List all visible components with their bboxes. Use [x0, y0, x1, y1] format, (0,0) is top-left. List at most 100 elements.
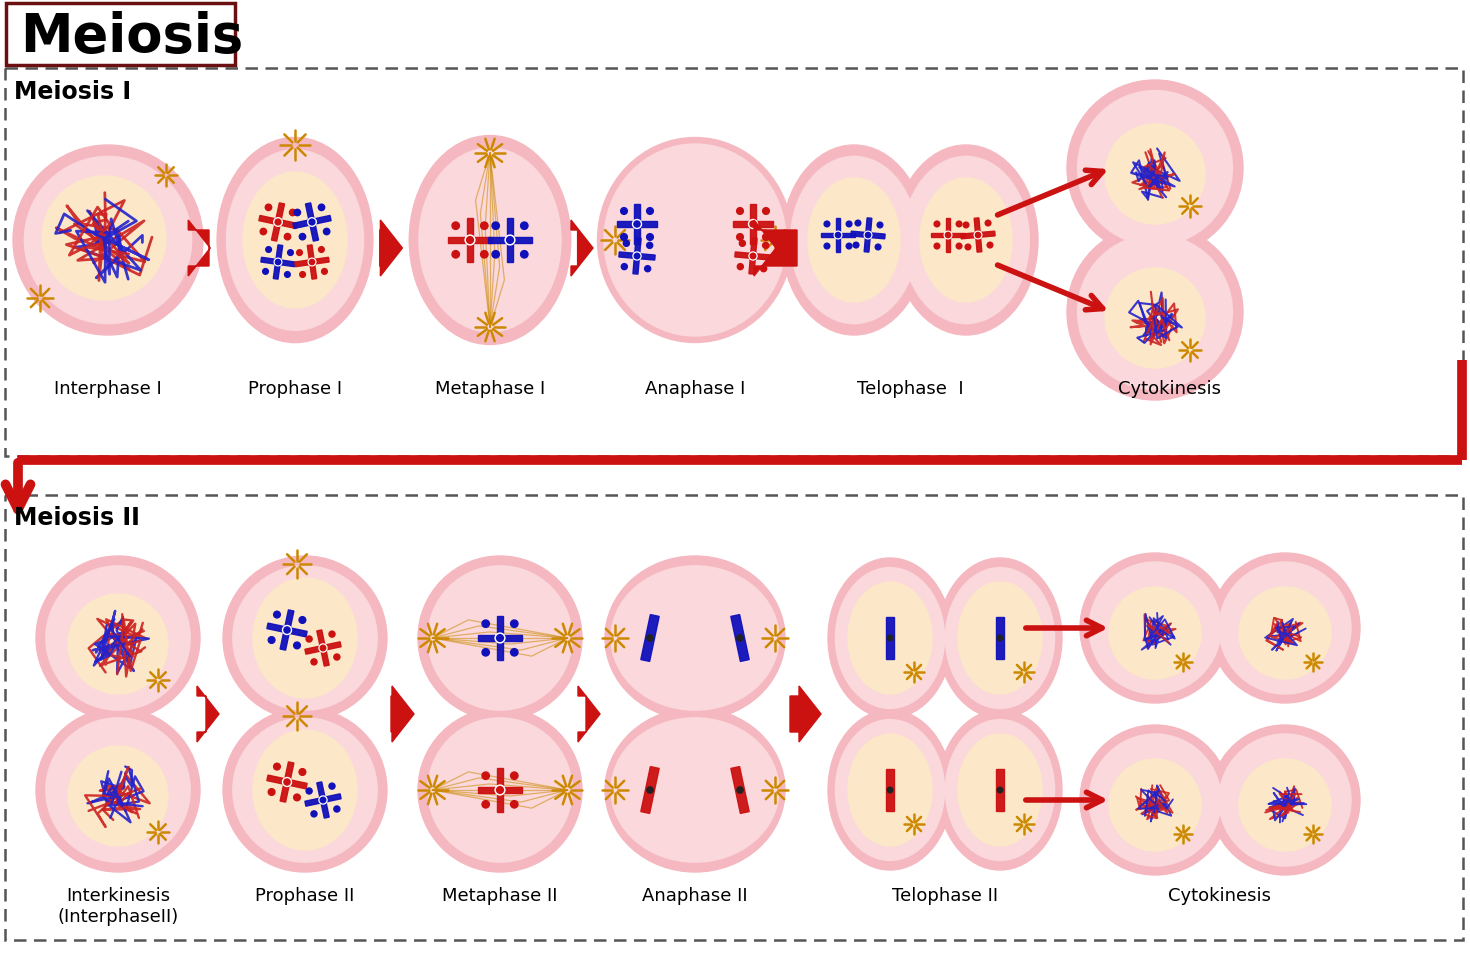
Circle shape	[320, 645, 326, 651]
Polygon shape	[617, 221, 657, 226]
Polygon shape	[835, 218, 841, 252]
Circle shape	[492, 222, 500, 229]
Circle shape	[298, 616, 306, 623]
Circle shape	[290, 210, 295, 216]
Polygon shape	[478, 787, 522, 793]
Text: Meiosis: Meiosis	[21, 11, 243, 63]
Circle shape	[319, 644, 326, 652]
Circle shape	[888, 635, 892, 641]
Ellipse shape	[417, 556, 582, 720]
Polygon shape	[304, 642, 341, 655]
Circle shape	[645, 266, 651, 271]
Polygon shape	[975, 218, 982, 252]
Ellipse shape	[1210, 553, 1360, 703]
Circle shape	[275, 260, 281, 265]
Circle shape	[323, 228, 329, 234]
Circle shape	[632, 220, 641, 228]
Ellipse shape	[1067, 224, 1244, 400]
Ellipse shape	[612, 565, 779, 710]
Ellipse shape	[409, 135, 570, 345]
Polygon shape	[851, 231, 885, 239]
Ellipse shape	[1219, 562, 1351, 694]
Circle shape	[312, 810, 318, 817]
Circle shape	[309, 258, 316, 266]
Circle shape	[260, 228, 266, 234]
Ellipse shape	[1080, 553, 1230, 703]
Text: Interkinesis
(InterphaseII): Interkinesis (InterphaseII)	[57, 887, 179, 926]
Polygon shape	[268, 623, 307, 637]
Polygon shape	[735, 252, 772, 260]
Circle shape	[634, 253, 639, 259]
Polygon shape	[448, 237, 492, 243]
Ellipse shape	[226, 150, 363, 330]
Polygon shape	[997, 617, 1004, 659]
Circle shape	[835, 232, 841, 237]
Circle shape	[320, 797, 326, 803]
Ellipse shape	[1239, 587, 1330, 679]
Circle shape	[510, 649, 517, 656]
Circle shape	[956, 221, 961, 226]
Text: Interphase I: Interphase I	[54, 380, 162, 398]
Ellipse shape	[1219, 734, 1351, 866]
Circle shape	[282, 625, 291, 634]
Ellipse shape	[232, 565, 378, 710]
Ellipse shape	[253, 578, 357, 698]
Circle shape	[760, 266, 767, 271]
Polygon shape	[731, 614, 750, 662]
Ellipse shape	[606, 708, 785, 872]
Circle shape	[506, 235, 514, 245]
Text: Telophase II: Telophase II	[892, 887, 998, 905]
Circle shape	[763, 208, 769, 215]
Polygon shape	[619, 252, 656, 260]
Text: Metaphase I: Metaphase I	[435, 380, 545, 398]
Circle shape	[864, 231, 872, 239]
Circle shape	[956, 243, 961, 249]
Polygon shape	[295, 258, 329, 267]
Circle shape	[497, 635, 503, 641]
Polygon shape	[507, 218, 513, 262]
Circle shape	[748, 220, 757, 228]
Circle shape	[275, 220, 281, 225]
Polygon shape	[886, 617, 894, 659]
Circle shape	[329, 631, 335, 637]
Polygon shape	[497, 616, 503, 660]
Ellipse shape	[835, 567, 945, 709]
Circle shape	[975, 231, 982, 239]
Circle shape	[298, 768, 306, 775]
Polygon shape	[188, 220, 210, 276]
Text: Telophase  I: Telophase I	[857, 380, 963, 398]
Ellipse shape	[606, 556, 785, 720]
Circle shape	[451, 222, 460, 229]
Ellipse shape	[46, 717, 190, 862]
Circle shape	[482, 772, 490, 779]
Circle shape	[520, 222, 528, 229]
Circle shape	[294, 794, 300, 801]
Text: Meiosis II: Meiosis II	[15, 506, 140, 530]
Polygon shape	[578, 686, 600, 742]
Text: Cytokinesis: Cytokinesis	[1169, 887, 1272, 905]
Circle shape	[307, 218, 316, 226]
Circle shape	[738, 264, 744, 270]
Ellipse shape	[938, 710, 1061, 870]
Ellipse shape	[958, 734, 1042, 846]
Circle shape	[847, 243, 853, 249]
Ellipse shape	[68, 746, 168, 846]
Polygon shape	[318, 782, 329, 818]
Circle shape	[273, 218, 282, 226]
Circle shape	[634, 220, 639, 227]
Polygon shape	[293, 216, 331, 228]
Polygon shape	[478, 635, 522, 641]
Circle shape	[736, 233, 744, 240]
Circle shape	[997, 635, 1003, 641]
Circle shape	[466, 236, 473, 243]
Ellipse shape	[848, 734, 932, 846]
Circle shape	[510, 801, 517, 808]
Text: Cytokinesis: Cytokinesis	[1119, 380, 1222, 398]
Circle shape	[300, 271, 306, 277]
Circle shape	[285, 271, 290, 277]
Circle shape	[866, 232, 870, 237]
Polygon shape	[864, 218, 872, 252]
Polygon shape	[570, 220, 592, 276]
Circle shape	[284, 779, 290, 785]
Polygon shape	[634, 238, 641, 274]
